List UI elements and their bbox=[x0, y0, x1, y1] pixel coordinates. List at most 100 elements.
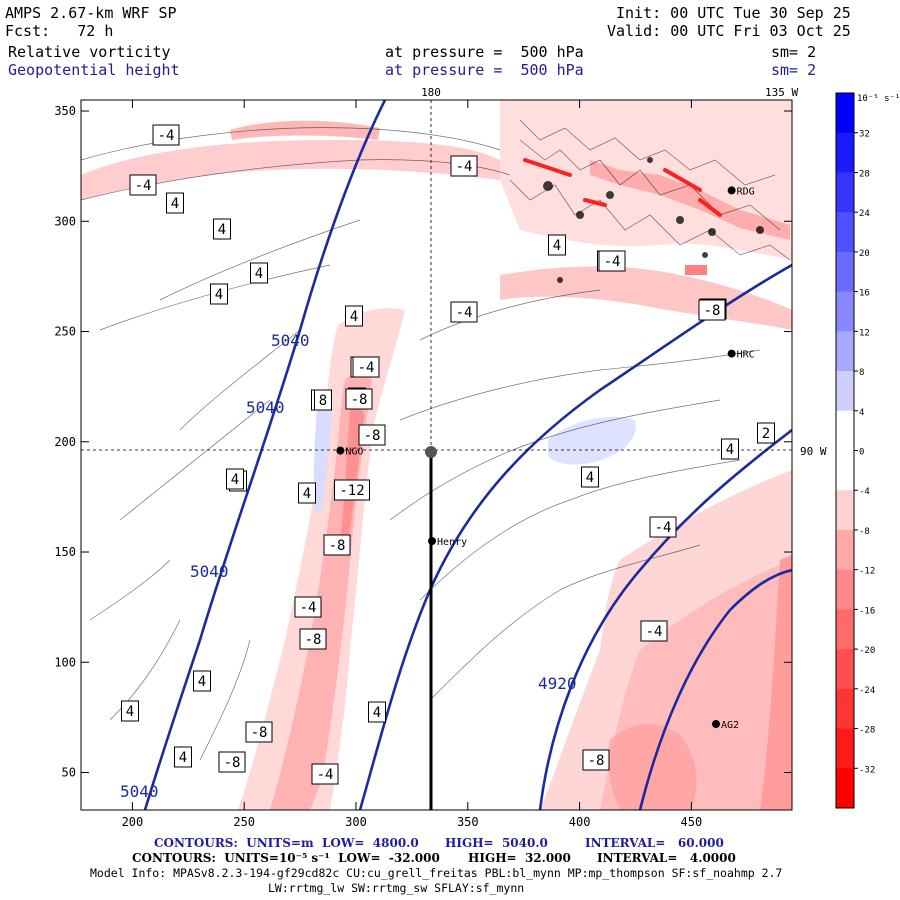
vorticity-label: 4 bbox=[726, 442, 734, 458]
vorticity-label-box bbox=[450, 301, 478, 323]
y-tick-label: 350 bbox=[54, 104, 76, 118]
field1-name: Relative vorticity bbox=[8, 43, 171, 61]
vorticity-label-box bbox=[218, 751, 246, 773]
vorticity-label: 4 bbox=[215, 287, 223, 303]
colorbar-label: -8 bbox=[859, 527, 870, 537]
vorticity-label-box bbox=[299, 628, 327, 650]
vorticity-label-box bbox=[121, 700, 139, 722]
field2-level: at pressure = 500 hPa bbox=[385, 61, 584, 79]
station-marker bbox=[711, 720, 720, 729]
footer-line1: CONTOURS: UNITS=m LOW= 4800.0 bbox=[154, 836, 419, 850]
vorticity-label-box bbox=[345, 388, 373, 410]
vorticity-label-box bbox=[352, 356, 380, 378]
colorbar-unit: 10⁻⁵ s⁻¹ bbox=[857, 94, 900, 104]
colorbar-swatch bbox=[836, 132, 854, 173]
vorticity-label: -8 bbox=[588, 753, 605, 769]
vorticity-label: -12 bbox=[339, 483, 364, 499]
vorticity-label: -8 bbox=[251, 725, 268, 741]
vorticity-label-box bbox=[193, 670, 211, 692]
vorticity-label: 4 bbox=[179, 750, 187, 766]
vorticity-label-box bbox=[314, 389, 332, 411]
vorticity-label: 4 bbox=[218, 222, 226, 238]
vorticity-label-box bbox=[174, 746, 192, 768]
height-label: 5040 bbox=[246, 398, 285, 417]
vorticity-contours-interval: INTERVAL= 4.0000 bbox=[597, 851, 736, 865]
vorticity-label-box bbox=[166, 192, 184, 214]
vorticity-label: 4 bbox=[171, 196, 179, 212]
vorticity-label: -4 bbox=[300, 600, 317, 616]
model-info: Model Info: MPASv8.2.3-194-gf29cd82c CU:… bbox=[90, 866, 783, 880]
vorticity-label: -8 bbox=[224, 755, 241, 771]
vorticity-label: -8 bbox=[364, 428, 381, 444]
y-axis: 350 300 250 200 150 100 50 bbox=[54, 104, 792, 780]
stations: RDG HRC NGO Henry AG2 bbox=[336, 186, 755, 731]
footer-line1-interval: INTERVAL= 60.000 bbox=[585, 836, 724, 850]
station-label: HRC bbox=[737, 350, 755, 361]
colorbar-label: 0 bbox=[859, 448, 864, 458]
vorticity-label-box bbox=[152, 124, 180, 146]
vorticity-label-box bbox=[250, 262, 268, 284]
y-tick-label: 200 bbox=[54, 435, 76, 449]
field2-name: Geopotential height bbox=[8, 61, 180, 79]
vorticity-label-box bbox=[358, 424, 386, 446]
vorticity-label: 4 bbox=[255, 266, 263, 282]
colorbar-swatch bbox=[836, 728, 854, 769]
vorticity-label-box bbox=[757, 422, 775, 444]
height-contour-5040-west bbox=[143, 100, 387, 810]
vorticity-label-box bbox=[640, 620, 668, 642]
vorticity-label-box bbox=[581, 466, 599, 488]
colorbar-label: -16 bbox=[859, 606, 875, 616]
model-info-2: LW:rrtmg_lw SW:rrtmg_sw SFLAY:sf_mynn bbox=[268, 881, 525, 895]
colorbar-swatch bbox=[836, 490, 854, 531]
colorbar-label: -32 bbox=[859, 765, 875, 775]
colorbar-swatch bbox=[836, 212, 854, 253]
plot-frame bbox=[80, 99, 793, 811]
field2-smooth: sm= 2 bbox=[771, 61, 817, 79]
colorbar-swatch bbox=[836, 649, 854, 690]
vorticity-label: -8 bbox=[305, 632, 322, 648]
station-label: AG2 bbox=[721, 720, 739, 731]
lon-label-135w: 135 W bbox=[765, 86, 798, 99]
colorbar-label: -28 bbox=[859, 726, 875, 736]
station-label: RDG bbox=[737, 186, 755, 197]
station-marker bbox=[428, 536, 437, 545]
vorticity-label-box bbox=[129, 174, 157, 196]
colorbar-label: 28 bbox=[859, 169, 870, 179]
station-marker bbox=[727, 186, 736, 195]
height-contour-4920 bbox=[538, 428, 792, 810]
colorbar-swatch bbox=[836, 569, 854, 610]
height-label: 4920 bbox=[538, 674, 577, 693]
colorbar-label: -4 bbox=[859, 487, 870, 497]
vorticity-label-box bbox=[323, 534, 351, 556]
vorticity-label-box bbox=[649, 516, 677, 538]
height-contour-5040-east bbox=[358, 263, 792, 810]
height-contours-summary: CONTOURS: UNITS=m LOW= 4800.0 bbox=[154, 836, 419, 850]
vorticity-label: -4 bbox=[655, 520, 672, 536]
colorbar-swatch bbox=[836, 251, 854, 293]
station-label: NGO bbox=[345, 447, 363, 458]
vorticity-label-box bbox=[598, 250, 626, 272]
vorticity-label-box bbox=[582, 749, 610, 771]
field1-smooth: sm= 2 bbox=[771, 43, 817, 61]
colorbar: 32 28 24 20 16 12 8 4 0 -4 -8 -12 -16 -20 -24 -28 -32 bbox=[835, 92, 875, 809]
vorticity-label: 4 bbox=[350, 309, 358, 325]
model-title: AMPS 2.67-km WRF SP bbox=[5, 4, 177, 22]
vorticity-label: -4 bbox=[456, 159, 473, 175]
forecast-hour: Fcst: 72 h bbox=[5, 22, 114, 40]
height-label: 5040 bbox=[271, 331, 310, 350]
colorbar-swatch bbox=[836, 768, 854, 809]
height-contours-interval: INTERVAL= 60.000 bbox=[585, 836, 724, 850]
vorticity-label: -8 bbox=[351, 392, 368, 408]
vorticity-label: 4 bbox=[231, 472, 239, 488]
vorticity-label-box bbox=[334, 479, 370, 501]
vorticity-label-box bbox=[245, 721, 273, 743]
lon-label-180: 180 bbox=[421, 86, 441, 99]
vorticity-label: -8 bbox=[329, 538, 346, 554]
vorticity-label-box bbox=[698, 299, 726, 321]
vorticity-label-box bbox=[450, 155, 478, 177]
y-tick-label: 150 bbox=[54, 545, 76, 559]
vorticity-label: 4 bbox=[126, 704, 134, 720]
y-tick-label: 300 bbox=[54, 214, 76, 228]
init-time: Init: 00 UTC Tue 30 Sep 25 bbox=[616, 4, 851, 22]
vorticity-label-box bbox=[210, 283, 228, 305]
